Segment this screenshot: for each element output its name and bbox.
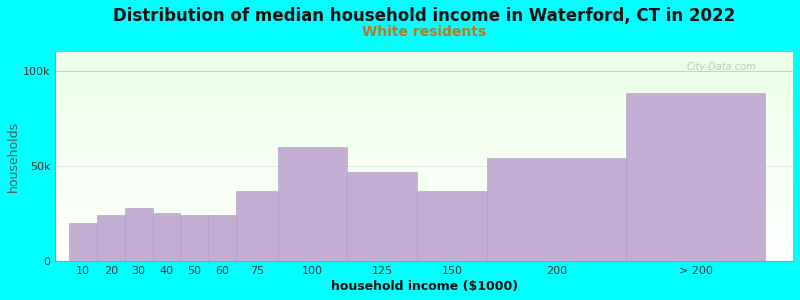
Bar [278, 147, 347, 261]
Bar [153, 213, 180, 261]
Bar [125, 208, 153, 261]
Bar [626, 93, 766, 261]
Bar [208, 215, 236, 261]
X-axis label: household income ($1000): household income ($1000) [330, 280, 518, 293]
Text: White residents: White residents [362, 25, 486, 39]
Bar [347, 172, 417, 261]
Bar [417, 190, 486, 261]
Bar [180, 215, 208, 261]
Bar [236, 190, 278, 261]
Bar [486, 158, 626, 261]
Title: Distribution of median household income in Waterford, CT in 2022: Distribution of median household income … [113, 7, 735, 25]
Bar [97, 215, 125, 261]
Text: City-Data.com: City-Data.com [686, 62, 756, 72]
Y-axis label: households: households [7, 121, 20, 192]
Bar [69, 223, 97, 261]
